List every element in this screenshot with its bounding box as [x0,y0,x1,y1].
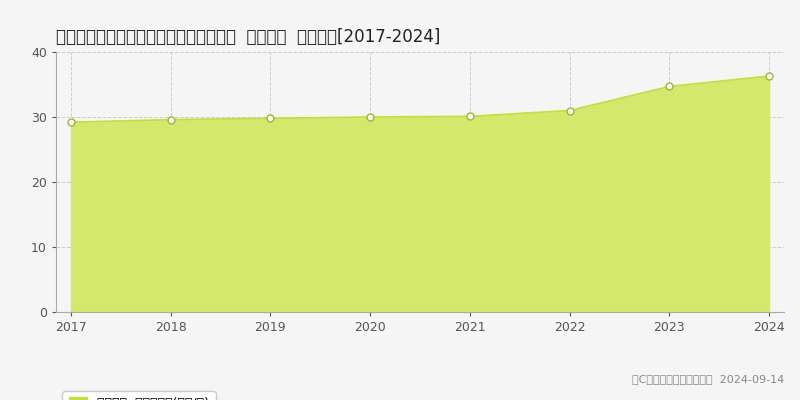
Point [65,119,78,126]
Point [463,113,476,120]
Point [364,114,377,120]
Text: （C）土地価格ドットコム  2024-09-14: （C）土地価格ドットコム 2024-09-14 [632,374,784,384]
Legend: 地価公示  平均坪単価(万円/坪): 地価公示 平均坪単価(万円/坪) [62,391,215,400]
Text: 愛知県東海市加木屋町東大堀２８番３７  地価公示  地価推移[2017-2024]: 愛知県東海市加木屋町東大堀２８番３７ 地価公示 地価推移[2017-2024] [56,28,440,46]
Point [663,83,676,90]
Point [563,107,576,114]
Point [164,116,177,123]
Point [762,73,775,79]
Point [264,115,277,122]
